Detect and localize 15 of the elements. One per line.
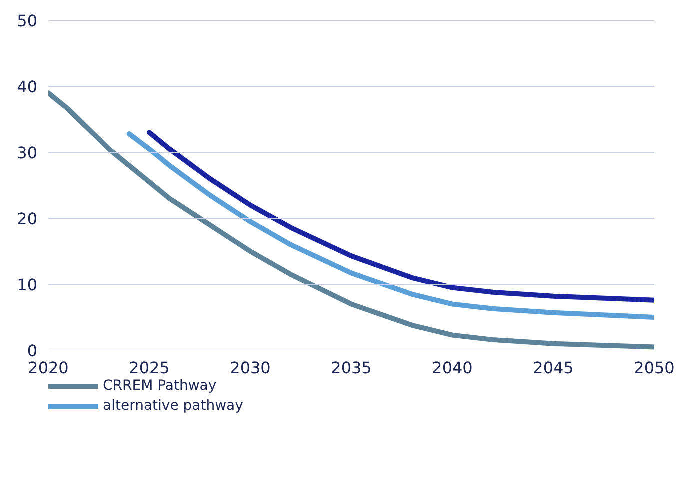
y-tick-label: 0 bbox=[27, 342, 38, 360]
y-tick-label: 10 bbox=[17, 276, 38, 294]
y-tick-label: 30 bbox=[17, 144, 38, 162]
x-tick-label: 2045 bbox=[533, 358, 574, 378]
y-tick-label: 50 bbox=[17, 12, 38, 30]
x-tick-label: 2050 bbox=[634, 358, 675, 378]
x-tick-label: 2030 bbox=[230, 358, 271, 378]
legend-label: CRREM Pathway bbox=[103, 378, 217, 394]
x-tick-label: 2035 bbox=[331, 358, 372, 378]
legend-label: alternative pathway bbox=[103, 398, 244, 414]
y-tick-label: 40 bbox=[17, 78, 38, 96]
x-tick-label: 2040 bbox=[432, 358, 473, 378]
x-tick-label: 2020 bbox=[28, 358, 69, 378]
x-tick-label: 2025 bbox=[129, 358, 170, 378]
y-tick-label: 20 bbox=[17, 210, 38, 228]
